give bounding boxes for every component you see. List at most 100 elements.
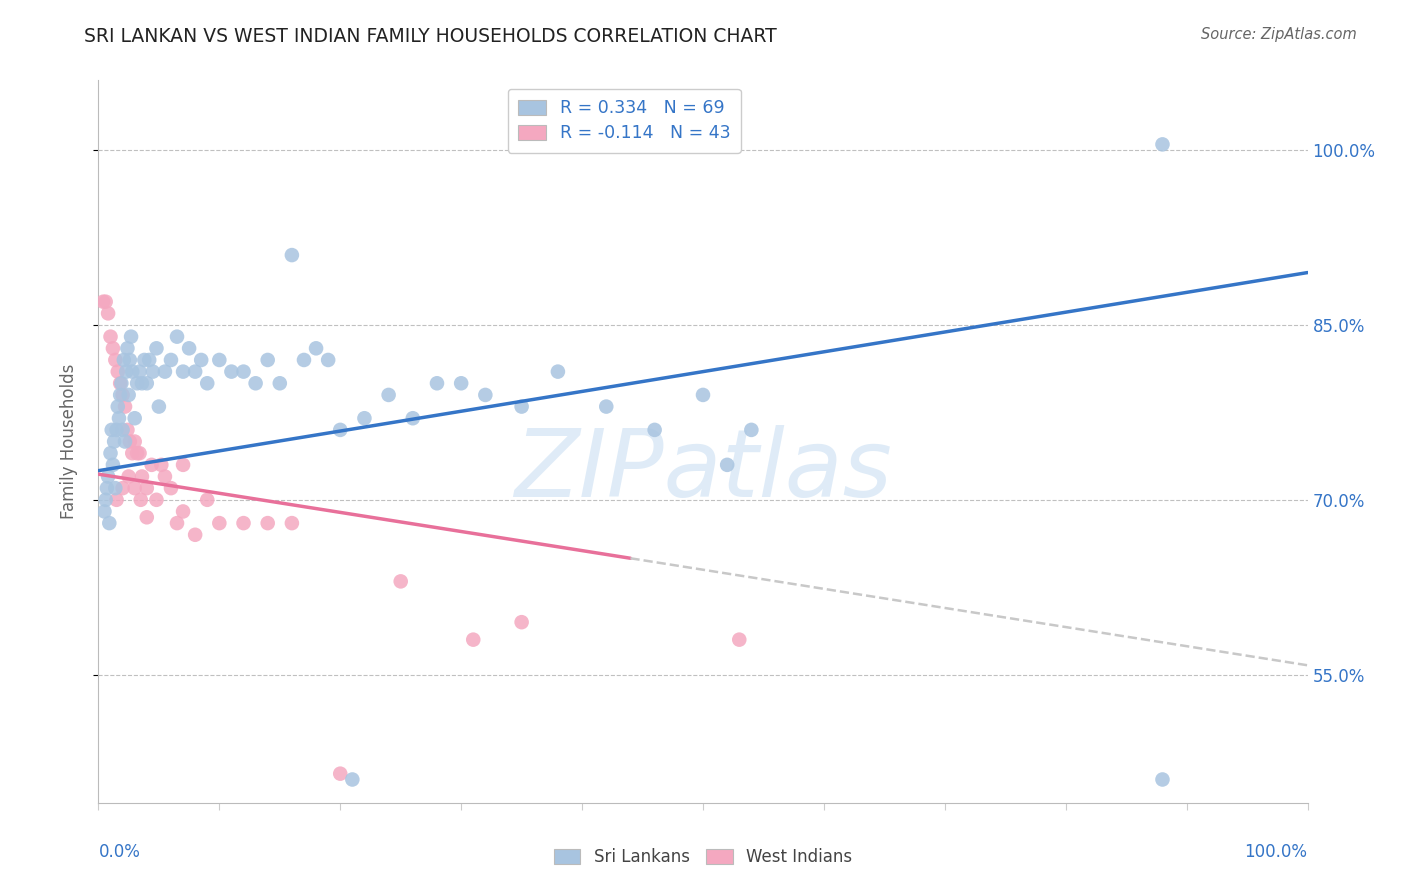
Point	[160, 481, 183, 495]
Point	[114, 434, 136, 449]
Point	[208, 353, 231, 368]
Point	[117, 341, 139, 355]
Point	[128, 365, 150, 379]
Point	[644, 423, 666, 437]
Point	[195, 376, 218, 391]
Legend: R = 0.334   N = 69, R = -0.114   N = 43: R = 0.334 N = 69, R = -0.114 N = 43	[508, 89, 741, 153]
Point	[115, 365, 138, 379]
Point	[108, 411, 131, 425]
Point	[716, 458, 738, 472]
Point	[105, 423, 128, 437]
Point	[740, 423, 762, 437]
Point	[172, 365, 194, 379]
Point	[108, 388, 131, 402]
Point	[377, 388, 399, 402]
Point	[118, 353, 141, 368]
Point	[547, 365, 569, 379]
Point	[195, 492, 218, 507]
Point	[172, 458, 194, 472]
Point	[166, 516, 188, 530]
Point	[135, 376, 157, 391]
Point	[131, 376, 153, 391]
Text: 100.0%: 100.0%	[1244, 843, 1308, 861]
Point	[114, 400, 136, 414]
Point	[510, 615, 533, 630]
Point	[118, 434, 141, 449]
Point	[127, 376, 149, 391]
Point	[389, 574, 412, 589]
Point	[100, 446, 122, 460]
Point	[256, 516, 278, 530]
Point	[145, 492, 167, 507]
Point	[104, 353, 127, 368]
Point	[101, 341, 124, 355]
Point	[135, 510, 157, 524]
Point	[93, 504, 115, 518]
Point	[474, 388, 496, 402]
Point	[107, 400, 129, 414]
Point	[172, 504, 194, 518]
Point	[595, 400, 617, 414]
Point	[510, 400, 533, 414]
Point	[232, 516, 254, 530]
Point	[329, 423, 352, 437]
Point	[117, 423, 139, 437]
Point	[111, 388, 134, 402]
Point	[1152, 137, 1174, 152]
Point	[129, 492, 152, 507]
Point	[402, 411, 425, 425]
Point	[94, 492, 117, 507]
Point	[150, 458, 173, 472]
Point	[111, 423, 134, 437]
Point	[232, 365, 254, 379]
Point	[112, 353, 135, 368]
Point	[124, 481, 146, 495]
Point	[208, 516, 231, 530]
Point	[728, 632, 751, 647]
Point	[105, 492, 128, 507]
Text: Source: ZipAtlas.com: Source: ZipAtlas.com	[1201, 27, 1357, 42]
Legend: Sri Lankans, West Indians: Sri Lankans, West Indians	[547, 842, 859, 873]
Point	[111, 481, 134, 495]
Point	[281, 516, 304, 530]
Point	[97, 306, 120, 320]
Point	[353, 411, 375, 425]
Point	[97, 469, 120, 483]
Text: 0.0%: 0.0%	[98, 843, 141, 861]
Point	[118, 388, 141, 402]
Point	[184, 365, 207, 379]
Point	[100, 329, 122, 343]
Point	[131, 469, 153, 483]
Point	[108, 376, 131, 391]
Point	[118, 469, 141, 483]
Point	[179, 341, 201, 355]
Point	[91, 294, 114, 309]
Point	[269, 376, 291, 391]
Point	[153, 365, 176, 379]
Point	[292, 353, 315, 368]
Point	[120, 329, 142, 343]
Point	[128, 446, 150, 460]
Text: SRI LANKAN VS WEST INDIAN FAMILY HOUSEHOLDS CORRELATION CHART: SRI LANKAN VS WEST INDIAN FAMILY HOUSEHO…	[84, 27, 778, 45]
Y-axis label: Family Households: Family Households	[59, 364, 77, 519]
Point	[145, 341, 167, 355]
Point	[98, 516, 121, 530]
Point	[153, 469, 176, 483]
Text: ZIPatlas: ZIPatlas	[515, 425, 891, 516]
Point	[342, 772, 364, 787]
Point	[184, 528, 207, 542]
Point	[110, 376, 132, 391]
Point	[166, 329, 188, 343]
Point	[141, 458, 163, 472]
Point	[138, 353, 160, 368]
Point	[121, 365, 143, 379]
Point	[100, 423, 122, 437]
Point	[103, 434, 125, 449]
Point	[134, 353, 156, 368]
Point	[316, 353, 339, 368]
Point	[245, 376, 267, 391]
Point	[121, 446, 143, 460]
Point	[127, 446, 149, 460]
Point	[142, 365, 165, 379]
Point	[426, 376, 449, 391]
